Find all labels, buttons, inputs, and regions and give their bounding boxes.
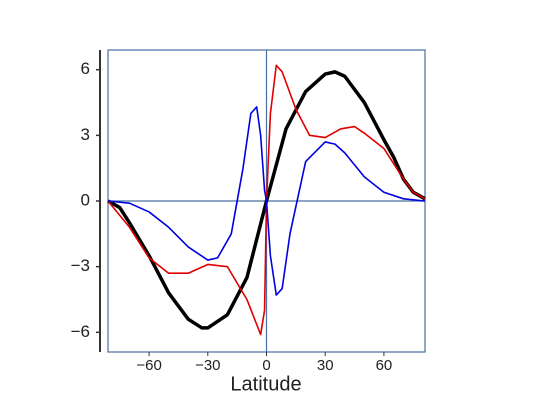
x-tick-label: 0: [262, 357, 270, 374]
y-tick-label: −3: [71, 256, 90, 275]
y-tick-label: 6: [81, 59, 90, 78]
y-tick-label: 0: [81, 190, 90, 209]
x-tick-label: −60: [136, 357, 161, 374]
y-tick-label: 3: [81, 125, 90, 144]
series-line: [107, 64, 426, 336]
x-tick-label: 60: [376, 357, 393, 374]
y-tick-label: −6: [71, 322, 90, 341]
x-axis-label: Latitude: [230, 373, 301, 395]
x-tick-label: 30: [317, 357, 334, 374]
x-tick-label: −30: [195, 357, 220, 374]
series-line: [107, 70, 426, 330]
series-line: [107, 106, 426, 296]
